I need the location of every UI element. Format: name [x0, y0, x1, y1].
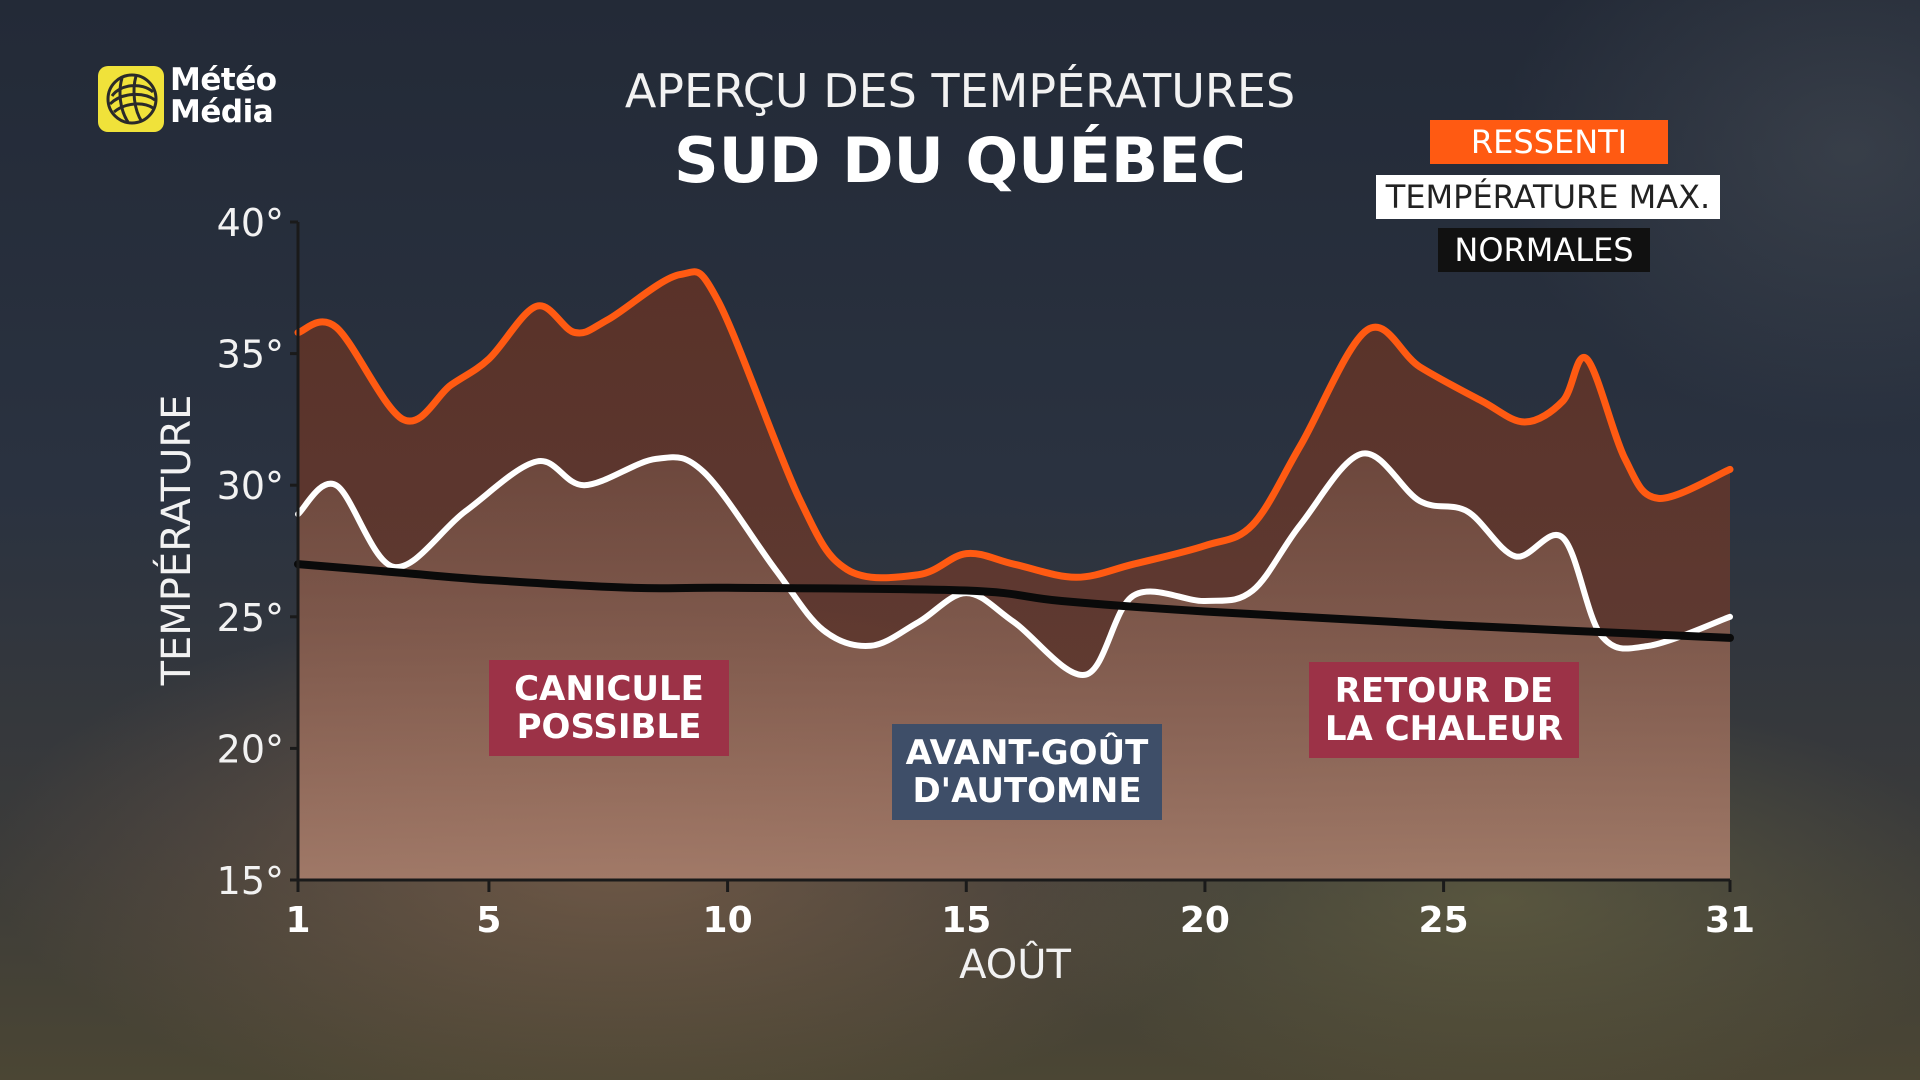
- series-normales-line: [294, 560, 1734, 642]
- x-tick-label: 15: [941, 900, 991, 941]
- chart-subtitle: SUD DU QUÉBEC: [674, 124, 1246, 197]
- callout-automne-line2: D'AUTOMNE: [912, 771, 1142, 811]
- x-axis-label: AOÛT: [959, 940, 1071, 988]
- callout-automne: AVANT-GOÛT D'AUTOMNE: [892, 724, 1162, 820]
- temp-max-area: [298, 453, 1730, 880]
- callout-canicule-line1: CANICULE: [514, 669, 704, 709]
- y-tick-label: 25°: [217, 596, 284, 640]
- series-ressenti-line: [294, 268, 1734, 582]
- meteomedia-logo-icon: [98, 66, 164, 132]
- legend-normales: NORMALES: [1438, 228, 1650, 272]
- callout-automne-line1: AVANT-GOÛT: [905, 733, 1149, 773]
- brand-line1: Météo: [170, 62, 277, 98]
- y-tick-label: 30°: [217, 464, 284, 508]
- y-axis-label: TEMPÉRATURE: [152, 395, 200, 687]
- x-tick-label: 5: [476, 900, 501, 941]
- x-tick-label: 31: [1705, 900, 1755, 941]
- legend-ressenti: RESSENTI: [1430, 120, 1668, 164]
- brand-line2: Média: [170, 94, 274, 130]
- y-tick-label: 20°: [217, 727, 284, 771]
- y-tick-label: 35°: [217, 333, 284, 377]
- y-tick-label: 40°: [217, 201, 284, 245]
- legend-temp-max: TEMPÉRATURE MAX.: [1376, 175, 1720, 219]
- callout-canicule-line2: POSSIBLE: [516, 707, 702, 747]
- x-tick-label: 20: [1180, 900, 1230, 941]
- x-tick-label: 10: [703, 900, 753, 941]
- y-tick-label: 15°: [217, 859, 284, 903]
- callout-chaleur-line1: RETOUR DE: [1334, 671, 1554, 711]
- series-temp-max-line: [295, 450, 1733, 678]
- brand-name: Météo Média: [170, 64, 277, 128]
- callout-chaleur-line2: LA CHALEUR: [1324, 709, 1564, 749]
- x-tick-label: 25: [1419, 900, 1469, 941]
- callout-chaleur: RETOUR DE LA CHALEUR: [1309, 662, 1579, 758]
- x-tick-label: 1: [285, 900, 310, 941]
- chart-title: APERÇU DES TEMPÉRATURES: [624, 64, 1296, 118]
- callout-canicule: CANICULE POSSIBLE: [489, 660, 729, 756]
